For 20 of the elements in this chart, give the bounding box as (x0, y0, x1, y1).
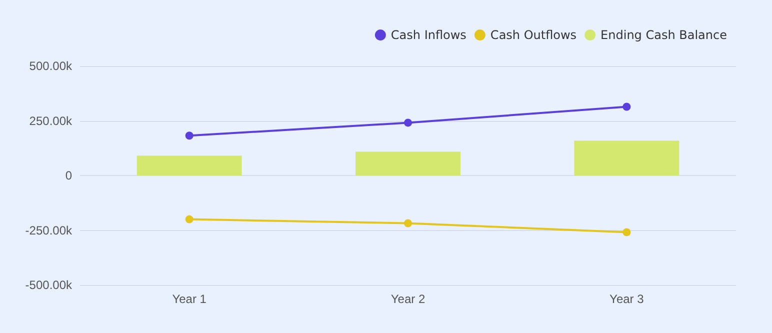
y-tick-label: -500.00k (25, 278, 73, 292)
y-tick-label: 0 (65, 168, 72, 182)
bar (356, 152, 460, 176)
point (185, 215, 194, 224)
point (185, 132, 194, 140)
legend-label: Cash Outflows (490, 28, 577, 42)
legend-label: Cash Inflows (390, 28, 466, 42)
point (622, 228, 631, 236)
x-tick-label: Year 3 (610, 292, 644, 306)
x-tick-label: Year 2 (390, 292, 426, 306)
bar (574, 140, 680, 176)
legend-label: Ending Cash Balance (600, 28, 728, 42)
x-tick-label: Year 1 (172, 292, 207, 306)
point (622, 102, 631, 111)
y-tick-label: 250.00k (29, 114, 73, 128)
y-tick-label: -250.00k (25, 223, 73, 238)
bar (136, 156, 242, 176)
point (404, 219, 412, 228)
point (404, 118, 412, 127)
y-tick-label: 500.00k (29, 59, 73, 73)
